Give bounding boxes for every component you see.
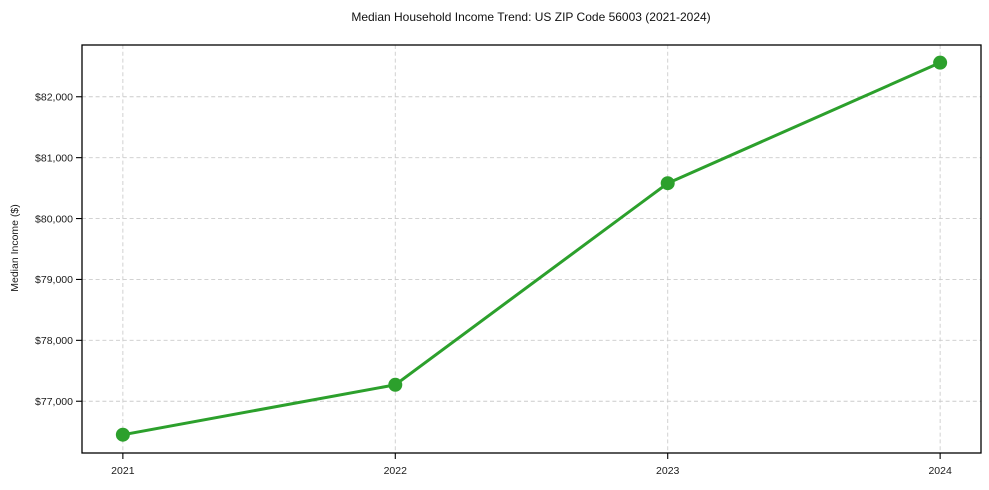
y-tick-label: $77,000: [35, 396, 73, 408]
y-tick-label: $80,000: [35, 213, 73, 225]
axes: $77,000 $78,000 $79,000 $80,000 $81,000 $82,0…: [35, 44, 982, 477]
chart-title: Median Household Income Trend: US ZIP Co…: [351, 10, 710, 24]
y-tick-label: $79,000: [35, 274, 73, 286]
data-point-marker: [933, 55, 948, 70]
y-tick-label: $81,000: [35, 152, 73, 164]
x-tick-label: 2023: [656, 465, 680, 477]
x-tick-label: 2024: [928, 465, 952, 477]
gridlines: [82, 45, 981, 453]
data-point-marker: [388, 377, 403, 392]
data-series: [115, 55, 948, 442]
data-point-marker: [660, 176, 675, 191]
trend-line: [121, 61, 942, 437]
data-point-marker: [115, 427, 130, 442]
y-tick-label: $82,000: [35, 91, 73, 103]
x-tick-label: 2021: [111, 465, 135, 477]
y-tick-label: $78,000: [35, 335, 73, 347]
x-tick-label: 2022: [384, 465, 408, 477]
plot-border: [81, 44, 982, 454]
y-axis-label: Median Income ($): [9, 204, 21, 292]
